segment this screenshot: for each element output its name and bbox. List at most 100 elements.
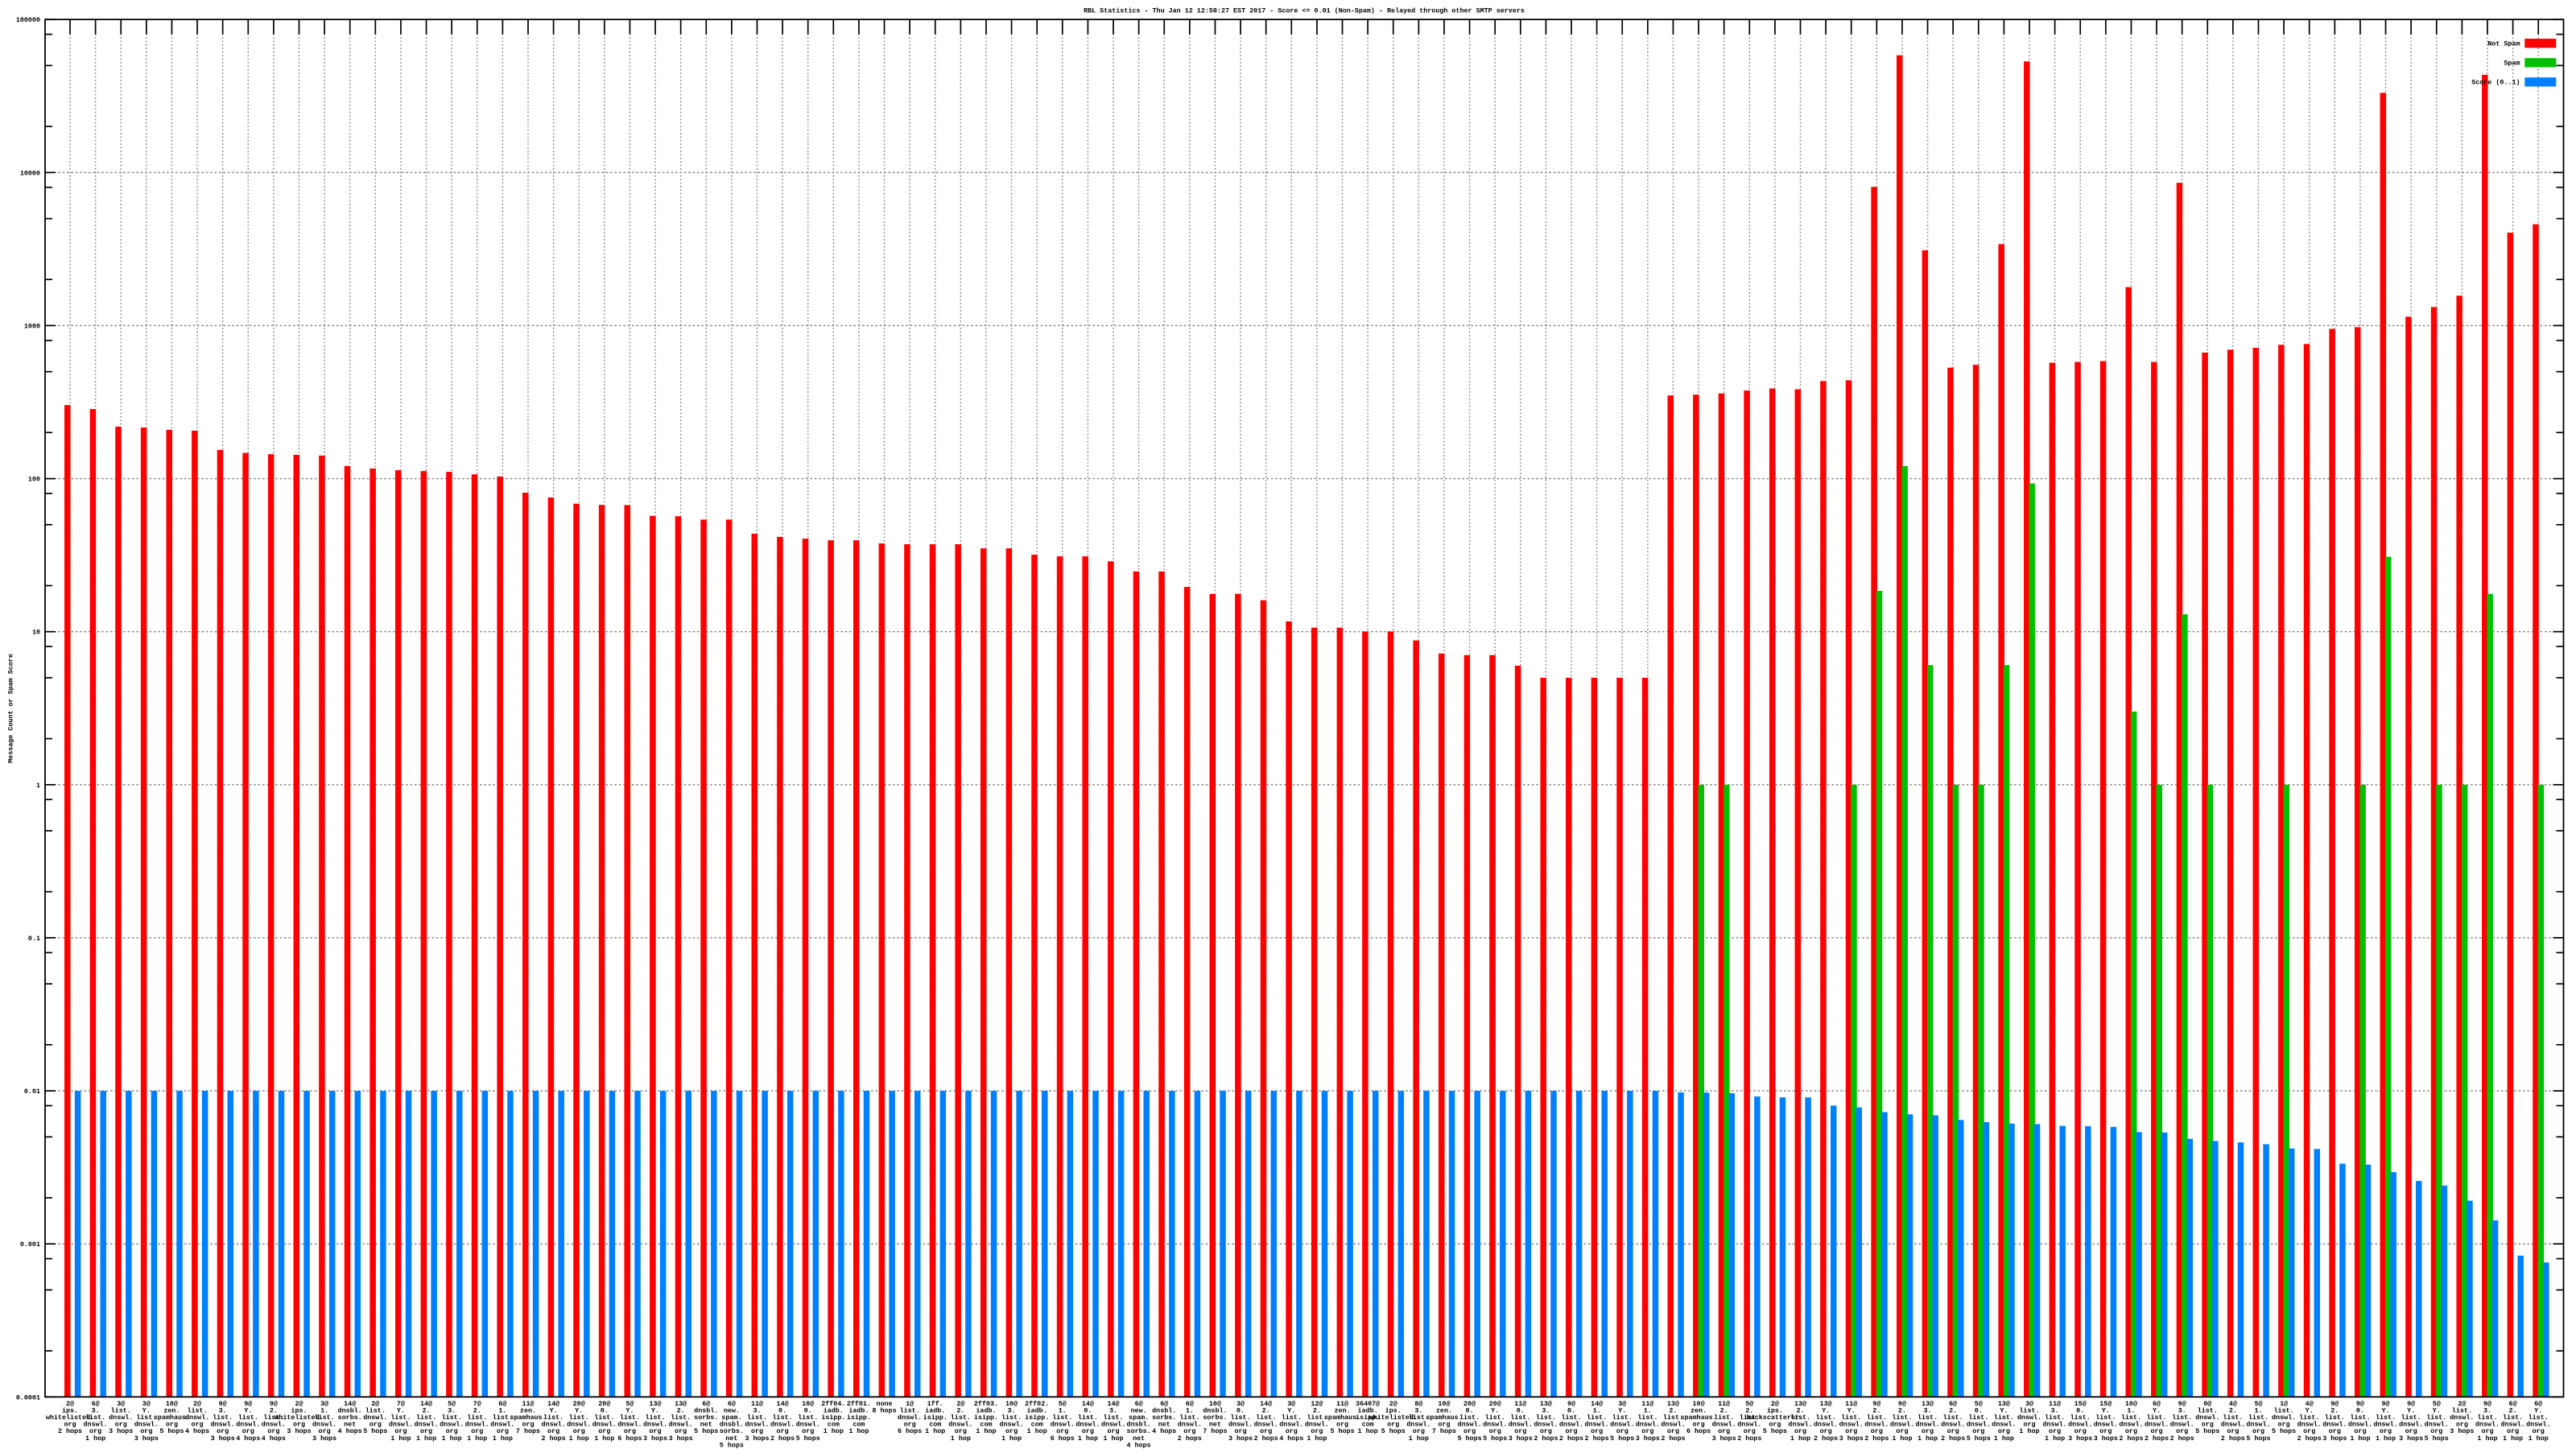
svg-text:1 hop: 1 hop [925, 1427, 945, 1435]
svg-text:2.: 2. [1796, 1406, 1804, 1414]
svg-text:2@: 2@ [295, 1400, 303, 1408]
svg-text:11@: 11@ [1336, 1400, 1348, 1408]
svg-text:3.: 3. [448, 1406, 456, 1414]
svg-text:dnswl.: dnswl. [1585, 1421, 1609, 1429]
svg-text:1 hop: 1 hop [85, 1435, 105, 1443]
svg-text:Y.: Y. [1491, 1406, 1499, 1414]
svg-text:org: org [1540, 1427, 1552, 1435]
svg-text:14@: 14@ [420, 1400, 432, 1408]
svg-text:Y.: Y. [1822, 1406, 1830, 1414]
svg-text:6@: 6@ [1135, 1400, 1143, 1408]
svg-text:1 hop: 1 hop [2350, 1435, 2370, 1443]
svg-text:org: org [1514, 1427, 1526, 1435]
svg-text:dnswl.: dnswl. [2068, 1421, 2092, 1429]
svg-text:Not Spam: Not Spam [2487, 40, 2520, 48]
svg-text:org: org [2278, 1421, 2290, 1429]
svg-text:2 hops: 2 hops [1585, 1435, 1609, 1443]
svg-text:2ff03.: 2ff03. [974, 1400, 998, 1408]
svg-text:2.: 2. [1949, 1406, 1957, 1414]
svg-text:org: org [2125, 1427, 2137, 1435]
svg-text:dnswl.: dnswl. [185, 1414, 209, 1422]
svg-text:list.: list. [2070, 1414, 2091, 1422]
svg-text:org: org [2202, 1421, 2214, 1429]
svg-text:0.: 0. [2076, 1406, 2084, 1414]
svg-text:Y.: Y. [651, 1406, 659, 1414]
svg-text:dnswl.: dnswl. [1509, 1421, 1533, 1429]
svg-text:dnswl.: dnswl. [236, 1421, 260, 1429]
svg-text:list.: list. [1637, 1414, 1657, 1422]
svg-text:9@: 9@ [1872, 1400, 1880, 1408]
svg-text:org: org [2023, 1421, 2035, 1429]
svg-text:1.: 1. [1186, 1406, 1194, 1414]
svg-text:Y.: Y. [1618, 1406, 1626, 1414]
svg-text:6@: 6@ [2153, 1400, 2161, 1408]
svg-text:5 hops: 5 hops [159, 1427, 184, 1435]
svg-text:dnswl.: dnswl. [2221, 1421, 2245, 1429]
svg-text:12@: 12@ [1311, 1400, 1323, 1408]
svg-text:dnswl.: dnswl. [2526, 1421, 2550, 1429]
svg-text:5@: 5@ [2433, 1400, 2441, 1408]
svg-text:2@: 2@ [193, 1400, 201, 1408]
svg-text:1@: 1@ [906, 1400, 914, 1408]
svg-text:1 hop: 1 hop [1001, 1435, 1022, 1443]
svg-text:org: org [751, 1427, 763, 1435]
svg-text:new.: new. [724, 1406, 740, 1414]
svg-text:list.: list. [1740, 1414, 1760, 1422]
svg-text:7 hops: 7 hops [1203, 1427, 1227, 1435]
svg-text:2.: 2. [2509, 1406, 2517, 1414]
svg-text:list.: list. [1052, 1414, 1072, 1422]
svg-text:dnswl.: dnswl. [1864, 1421, 1889, 1429]
svg-text:1 hop: 1 hop [1994, 1435, 2014, 1443]
svg-text:2@: 2@ [1389, 1400, 1397, 1408]
svg-text:dnswl.: dnswl. [542, 1421, 566, 1429]
svg-text:list.: list. [1892, 1414, 1912, 1422]
svg-text:list.: list. [2477, 1414, 2497, 1422]
svg-text:list.: list. [1510, 1414, 1530, 1422]
svg-text:3.: 3. [753, 1406, 761, 1414]
svg-text:ips.: ips. [1385, 1406, 1402, 1414]
svg-text:2 hops: 2 hops [1254, 1435, 1278, 1443]
svg-text:20@: 20@ [1463, 1400, 1476, 1408]
svg-text:3 hops: 3 hops [287, 1427, 311, 1435]
svg-text:dnsbl.: dnsbl. [1127, 1421, 1151, 1429]
svg-text:list.: list. [2350, 1414, 2370, 1422]
svg-text:list.: list. [2401, 1414, 2421, 1422]
svg-text:dnswl.: dnswl. [1636, 1421, 1660, 1429]
svg-text:4 hops: 4 hops [1127, 1441, 1151, 1449]
svg-text:dnswl.: dnswl. [134, 1421, 159, 1429]
svg-text:iadb.: iadb. [976, 1406, 996, 1414]
svg-text:org: org [192, 1421, 204, 1429]
svg-text:5 hops: 5 hops [1457, 1435, 1481, 1443]
svg-text:Y.: Y. [2153, 1406, 2161, 1414]
svg-text:list.: list. [263, 1414, 283, 1422]
svg-text:1 hop: 1 hop [442, 1435, 462, 1443]
svg-text:2 hops: 2 hops [1941, 1435, 1965, 1443]
svg-text:2ff04.: 2ff04. [821, 1400, 845, 1408]
svg-text:list.: list. [620, 1414, 640, 1422]
svg-text:dnswl.: dnswl. [440, 1421, 464, 1429]
svg-text:15@: 15@ [2099, 1400, 2112, 1408]
svg-text:org: org [394, 1427, 407, 1435]
svg-text:1.: 1. [1059, 1406, 1067, 1414]
svg-text:3 hops: 3 hops [643, 1435, 667, 1443]
svg-text:list.: list. [1282, 1414, 1302, 1422]
svg-text:org: org [2176, 1427, 2188, 1435]
svg-text:2.: 2. [1745, 1406, 1753, 1414]
svg-text:isipp.: isipp. [1356, 1414, 1380, 1422]
svg-text:Y.: Y. [2433, 1406, 2441, 1414]
svg-text:0.: 0. [1517, 1406, 1525, 1414]
svg-text:org: org [267, 1427, 279, 1435]
svg-text:20@: 20@ [1489, 1400, 1501, 1408]
svg-text:5 hops: 5 hops [694, 1427, 718, 1435]
svg-text:org: org [2430, 1427, 2442, 1435]
svg-text:list.: list. [390, 1414, 411, 1422]
svg-text:1 hop: 1 hop [824, 1427, 844, 1435]
svg-text:dnswl.: dnswl. [1051, 1421, 1075, 1429]
svg-text:list.: list. [1256, 1414, 1276, 1422]
svg-text:org: org [904, 1421, 916, 1429]
svg-text:0.: 0. [1567, 1406, 1575, 1414]
svg-text:org: org [1438, 1421, 1450, 1429]
svg-text:list.: list. [1968, 1414, 1988, 1422]
svg-text:1 hop: 1 hop [1078, 1435, 1098, 1443]
svg-text:2 hops: 2 hops [542, 1435, 566, 1443]
